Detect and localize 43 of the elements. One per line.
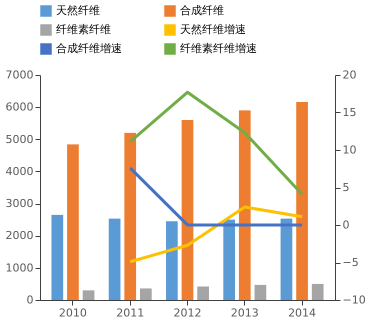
y-tick-label: 3000	[6, 197, 34, 210]
x-tick-label: 2010	[58, 306, 87, 320]
bar	[182, 120, 194, 300]
bar	[223, 220, 236, 300]
bar	[312, 284, 324, 300]
y2-tick-label: 10	[342, 144, 356, 156]
bar	[67, 144, 79, 300]
y2-tick-label: 0	[342, 218, 350, 232]
x-tick-label: 2014	[288, 306, 316, 320]
legend-label: 纤维素纤维	[56, 23, 111, 36]
bar	[254, 284, 266, 300]
y-tick-label: 6000	[6, 100, 34, 114]
y2-tick-label: 15	[342, 106, 356, 119]
legend-label: 合成纤维增速	[56, 42, 122, 55]
y2-tick-label: −10	[342, 294, 366, 306]
x-tick-label: 2011	[116, 306, 144, 320]
bar	[197, 286, 209, 300]
y-tick-label: 7000	[6, 68, 34, 82]
y2-tick-label: 5	[342, 181, 350, 194]
bar	[51, 214, 64, 300]
bar	[238, 110, 251, 300]
legend-label: 合成纤维	[180, 4, 224, 17]
x-tick-label: 2013	[230, 306, 259, 320]
legend-label: 天然纤维	[56, 4, 100, 17]
legend-label: 天然纤维增速	[180, 23, 246, 36]
y-tick-label: 2000	[6, 229, 34, 242]
y-tick-label: 4000	[6, 164, 34, 178]
line-series	[128, 90, 304, 196]
bar	[82, 290, 94, 300]
y2-tick-label: 20	[342, 68, 356, 82]
bar	[124, 132, 136, 300]
line-series	[128, 206, 304, 264]
x-tick-label: 2012	[174, 306, 202, 320]
bar	[166, 221, 178, 300]
y-tick-label: 5000	[6, 132, 34, 146]
legend-label: 纤维素纤维增速	[180, 42, 257, 55]
bar	[296, 102, 308, 300]
bar	[280, 218, 292, 300]
y2-tick-label: −5	[342, 256, 359, 269]
y-tick-label: 1000	[6, 261, 34, 274]
bar	[140, 288, 152, 300]
bar	[108, 218, 120, 300]
y-tick-label: 0	[26, 294, 34, 306]
